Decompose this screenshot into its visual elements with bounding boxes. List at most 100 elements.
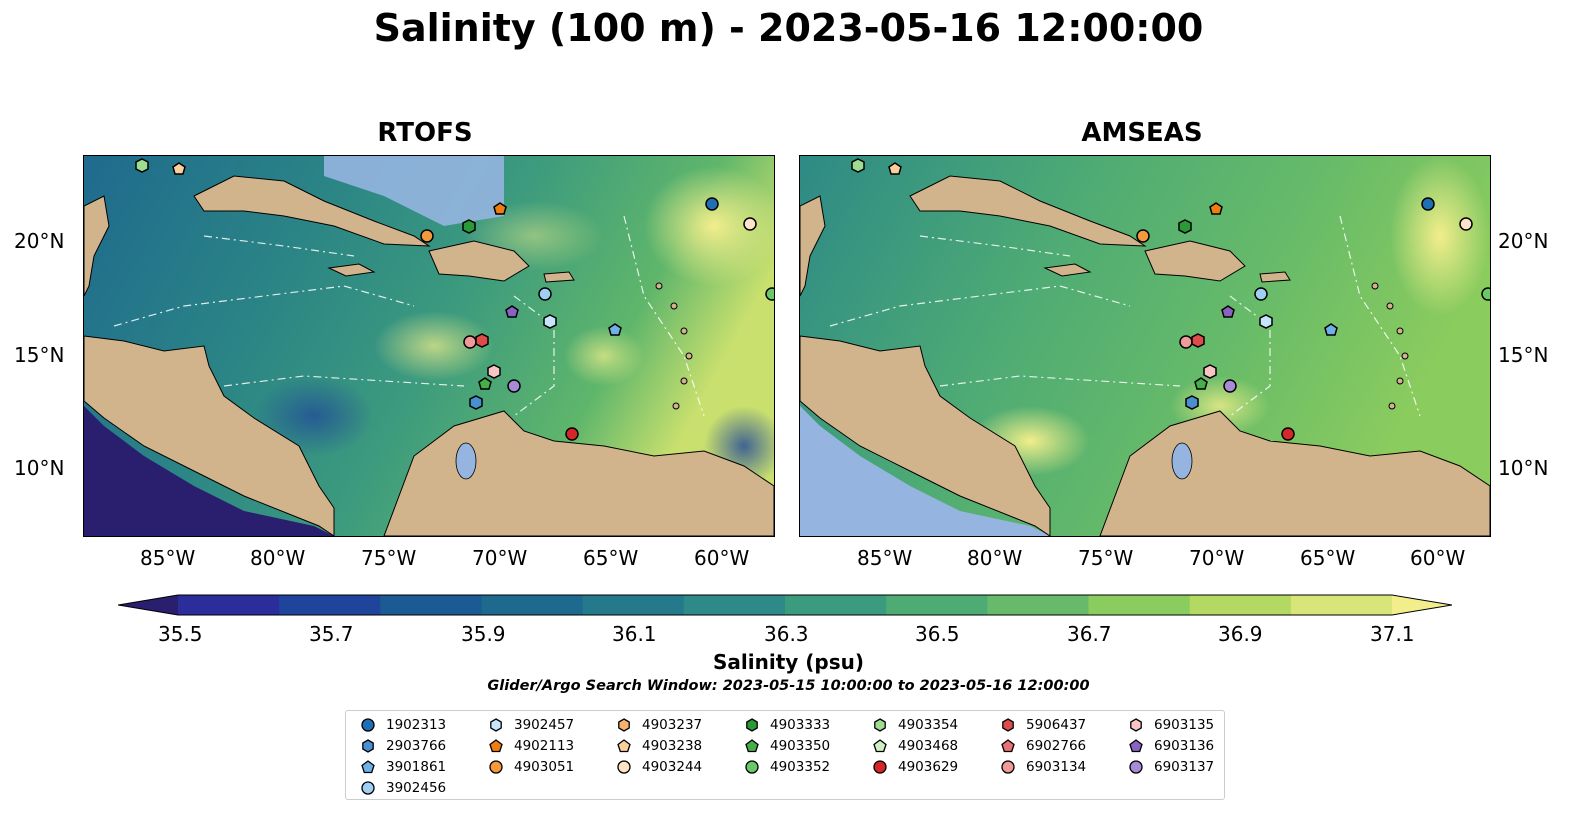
legend-label: 6903135 <box>1154 717 1215 733</box>
colorbar-segment <box>785 595 887 615</box>
lat-label-left: 15°N <box>14 343 65 367</box>
pentagon-marker-icon <box>1129 739 1143 753</box>
rtofs-map <box>84 156 774 536</box>
lon-label: 85°W <box>857 546 913 570</box>
map-panel-amseas <box>799 155 1491 537</box>
circle-marker-icon <box>1129 760 1143 774</box>
colorbar-segment <box>1088 595 1191 615</box>
legend-label: 1902313 <box>386 717 447 733</box>
legend-item: 4903238 <box>616 736 702 756</box>
lon-label: 60°W <box>1410 546 1466 570</box>
map-panel-rtofs <box>83 155 775 537</box>
hexagon-marker-icon <box>362 739 374 753</box>
legend-label: 6902766 <box>1026 738 1087 754</box>
legend-label: 5906437 <box>1026 717 1087 733</box>
legend-item: 6902766 <box>1000 736 1086 756</box>
legend-label: 4902113 <box>514 738 575 754</box>
lon-label: 80°W <box>250 546 306 570</box>
lat-label-left: 20°N <box>14 229 65 253</box>
legend-label: 6903137 <box>1154 759 1215 775</box>
legend-label: 4903468 <box>898 738 959 754</box>
legend-item: 4903237 <box>616 715 702 735</box>
legend-item: 3902457 <box>488 715 574 735</box>
lon-label: 80°W <box>967 546 1023 570</box>
colorbar-label: Salinity (psu) <box>712 650 864 674</box>
hexagon-marker-icon <box>618 718 630 732</box>
colorbar-segment <box>886 595 988 615</box>
colorbar-segment <box>380 595 482 615</box>
legend-item: 4903354 <box>872 715 958 735</box>
colorbar-segment <box>1189 595 1292 615</box>
colorbar-tick: 36.9 <box>1218 622 1263 646</box>
legend-item: 4903629 <box>872 757 958 777</box>
colorbar-segment <box>178 595 280 615</box>
colorbar-extend-low <box>118 595 178 615</box>
circle-marker-icon <box>489 760 503 774</box>
colorbar-segment <box>683 595 786 615</box>
circle-marker-icon <box>617 760 631 774</box>
colorbar-tick: 36.1 <box>612 622 657 646</box>
pentagon-marker-icon <box>745 739 759 753</box>
colorbar-tick: 36.3 <box>764 622 809 646</box>
figure-title: Salinity (100 m) - 2023-05-16 12:00:00 <box>373 6 1204 50</box>
legend-label: 4903350 <box>770 738 831 754</box>
colorbar-segment <box>987 595 1089 615</box>
lon-label: 65°W <box>1300 546 1356 570</box>
circle-marker-icon <box>361 781 375 795</box>
colorbar-gradient <box>117 594 1453 616</box>
colorbar <box>117 594 1453 620</box>
hexagon-marker-icon <box>746 718 758 732</box>
lon-label: 70°W <box>1189 546 1245 570</box>
colorbar-tick: 36.5 <box>915 622 960 646</box>
search-window-caption: Glider/Argo Search Window: 2023-05-15 10… <box>487 678 1090 694</box>
lon-label: 75°W <box>1078 546 1134 570</box>
legend-item: 4903333 <box>744 715 830 735</box>
lon-label: 65°W <box>583 546 639 570</box>
lat-label-right: 15°N <box>1498 343 1549 367</box>
pentagon-marker-icon <box>361 760 375 774</box>
lon-label: 60°W <box>694 546 750 570</box>
panel-title-amseas: AMSEAS <box>1081 118 1203 148</box>
lat-label-right: 10°N <box>1498 456 1549 480</box>
legend-label: 4903354 <box>898 717 959 733</box>
colorbar-tick: 37.1 <box>1370 622 1415 646</box>
legend-label: 4903237 <box>642 717 703 733</box>
legend-label: 6903134 <box>1026 759 1087 775</box>
legend-item: 5906437 <box>1000 715 1086 735</box>
hexagon-marker-icon <box>1002 718 1014 732</box>
colorbar-tick: 35.9 <box>461 622 506 646</box>
pentagon-marker-icon <box>873 739 887 753</box>
legend-item: 6903134 <box>1000 757 1086 777</box>
legend-item: 6903137 <box>1128 757 1214 777</box>
legend-label: 3901861 <box>386 759 447 775</box>
colorbar-segment <box>481 595 584 615</box>
circle-marker-icon <box>873 760 887 774</box>
legend-item: 4903051 <box>488 757 574 777</box>
colorbar-segment <box>279 595 381 615</box>
legend-item: 4903350 <box>744 736 830 756</box>
lat-label-left: 10°N <box>14 456 65 480</box>
pentagon-marker-icon <box>617 739 631 753</box>
lon-label: 75°W <box>361 546 417 570</box>
legend-label: 4903051 <box>514 759 575 775</box>
legend-label: 3902456 <box>386 780 447 796</box>
legend-item: 4903468 <box>872 736 958 756</box>
legend-label: 4903352 <box>770 759 831 775</box>
panel-title-rtofs: RTOFS <box>377 118 473 148</box>
amseas-map <box>800 156 1490 536</box>
legend-item: 4903352 <box>744 757 830 777</box>
legend-item: 4902113 <box>488 736 574 756</box>
legend-label: 6903136 <box>1154 738 1215 754</box>
legend-label: 4903629 <box>898 759 959 775</box>
legend-item: 4903244 <box>616 757 702 777</box>
circle-marker-icon <box>745 760 759 774</box>
legend-item: 3901861 <box>360 757 446 777</box>
lon-label: 85°W <box>140 546 196 570</box>
legend-box: 1902313 2903766 3901861 3902456 3902457 49021… <box>345 710 1225 800</box>
legend-item: 3902456 <box>360 778 446 798</box>
hexagon-marker-icon <box>490 718 502 732</box>
pentagon-marker-icon <box>1001 739 1015 753</box>
circle-marker-icon <box>361 718 375 732</box>
colorbar-tick: 35.7 <box>309 622 354 646</box>
legend-label: 2903766 <box>386 738 447 754</box>
